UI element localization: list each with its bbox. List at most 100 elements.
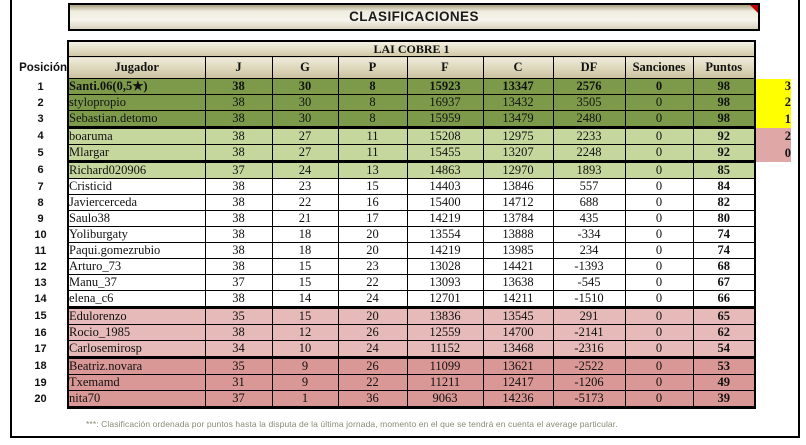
cell-p[interactable]: 26 [337,324,408,341]
cell-f[interactable]: 11099 [406,357,484,375]
cell-jugador[interactable]: Manu_37 [67,274,206,291]
cell-g[interactable]: 10 [271,340,339,359]
cell-sanciones[interactable]: 0 [624,194,694,211]
cell-j[interactable]: 38 [204,242,273,259]
cell-puntos[interactable]: 67 [692,274,756,291]
side-indicator-cell[interactable]: 1 [755,110,791,128]
cell-puntos[interactable]: 65 [692,307,756,325]
cell-g[interactable]: 24 [271,161,339,179]
cell-jugador[interactable]: Santi.06(0,5★) [67,78,206,95]
cell-sanciones[interactable]: 0 [624,307,694,325]
cell-df[interactable]: 2480 [552,110,626,129]
cell-puntos[interactable]: 98 [692,78,756,95]
cell-j[interactable]: 38 [204,178,273,195]
cell-df[interactable]: -1206 [552,374,626,391]
cell-c[interactable]: 13432 [482,94,554,111]
cell-jugador[interactable]: Yoliburgaty [67,226,206,243]
cell-jugador[interactable]: Beatriz.novara [67,357,206,375]
cell-j[interactable]: 31 [204,374,273,391]
cell-sanciones[interactable]: 0 [624,226,694,243]
cell-sanciones[interactable]: 0 [624,161,694,179]
cell-df[interactable]: 291 [552,307,626,325]
side-indicator-cell[interactable]: 3 [755,78,791,95]
cell-g[interactable]: 9 [271,357,339,375]
cell-puntos[interactable]: 49 [692,374,756,391]
side-indicator-cell[interactable]: 2 [755,127,791,145]
cell-df[interactable]: -2141 [552,324,626,341]
cell-sanciones[interactable]: 0 [624,258,694,275]
cell-j[interactable]: 35 [204,307,273,325]
cell-g[interactable]: 9 [271,374,339,391]
cell-p[interactable]: 22 [337,374,408,391]
cell-p[interactable]: 8 [337,94,408,111]
cell-c[interactable]: 13784 [482,210,554,227]
column-header-jugador[interactable]: Jugador [67,56,206,79]
cell-c[interactable]: 14211 [482,290,554,309]
cell-df[interactable]: -545 [552,274,626,291]
cell-g[interactable]: 21 [271,210,339,227]
cell-g[interactable]: 27 [271,127,339,145]
cell-p[interactable]: 22 [337,274,408,291]
column-header-f[interactable]: F [406,56,484,79]
cell-c[interactable]: 13545 [482,307,554,325]
cell-df[interactable]: 557 [552,178,626,195]
cell-sanciones[interactable]: 0 [624,94,694,111]
cell-jugador[interactable]: Sebastian.detomo [67,110,206,129]
cell-j[interactable]: 38 [204,194,273,211]
cell-p[interactable]: 20 [337,307,408,325]
cell-f[interactable]: 15400 [406,194,484,211]
cell-df[interactable]: -334 [552,226,626,243]
cell-f[interactable]: 14219 [406,210,484,227]
cell-f[interactable]: 14863 [406,161,484,179]
cell-g[interactable]: 27 [271,144,339,163]
cell-c[interactable]: 13347 [482,78,554,95]
cell-df[interactable]: 2233 [552,127,626,145]
cell-f[interactable]: 15455 [406,144,484,163]
cell-sanciones[interactable]: 0 [624,110,694,129]
column-header-puntos[interactable]: Puntos [692,56,756,79]
cell-puntos[interactable]: 66 [692,290,756,309]
cell-g[interactable]: 30 [271,78,339,95]
cell-f[interactable]: 15208 [406,127,484,145]
cell-c[interactable]: 12417 [482,374,554,391]
cell-p[interactable]: 36 [337,390,408,409]
cell-p[interactable]: 26 [337,357,408,375]
cell-c[interactable]: 13638 [482,274,554,291]
column-header-sanciones[interactable]: Sanciones [624,56,694,79]
cell-j[interactable]: 38 [204,78,273,95]
side-indicator-cell[interactable]: 2 [755,94,791,111]
cell-puntos[interactable]: 53 [692,357,756,375]
cell-f[interactable]: 9063 [406,390,484,409]
cell-j[interactable]: 35 [204,357,273,375]
cell-j[interactable]: 38 [204,210,273,227]
cell-c[interactable]: 13207 [482,144,554,163]
column-header-g[interactable]: G [271,56,339,79]
cell-g[interactable]: 14 [271,290,339,309]
cell-sanciones[interactable]: 0 [624,357,694,375]
cell-c[interactable]: 13468 [482,340,554,359]
cell-g[interactable]: 23 [271,178,339,195]
cell-p[interactable]: 11 [337,144,408,163]
cell-c[interactable]: 14712 [482,194,554,211]
cell-sanciones[interactable]: 0 [624,340,694,359]
cell-j[interactable]: 38 [204,127,273,145]
cell-sanciones[interactable]: 0 [624,274,694,291]
cell-f[interactable]: 11211 [406,374,484,391]
cell-jugador[interactable]: Paqui.gomezrubio [67,242,206,259]
cell-c[interactable]: 14700 [482,324,554,341]
cell-jugador[interactable]: Carlosemirosp [67,340,206,359]
cell-f[interactable]: 16937 [406,94,484,111]
cell-jugador[interactable]: elena_c6 [67,290,206,309]
cell-g[interactable]: 15 [271,274,339,291]
cell-c[interactable]: 13846 [482,178,554,195]
cell-j[interactable]: 38 [204,324,273,341]
cell-jugador[interactable]: Javiercerceda [67,194,206,211]
cell-puntos[interactable]: 98 [692,94,756,111]
cell-j[interactable]: 38 [204,258,273,275]
cell-g[interactable]: 1 [271,390,339,409]
cell-puntos[interactable]: 92 [692,144,756,163]
cell-p[interactable]: 20 [337,226,408,243]
cell-j[interactable]: 37 [204,274,273,291]
cell-df[interactable]: -1393 [552,258,626,275]
cell-f[interactable]: 14403 [406,178,484,195]
